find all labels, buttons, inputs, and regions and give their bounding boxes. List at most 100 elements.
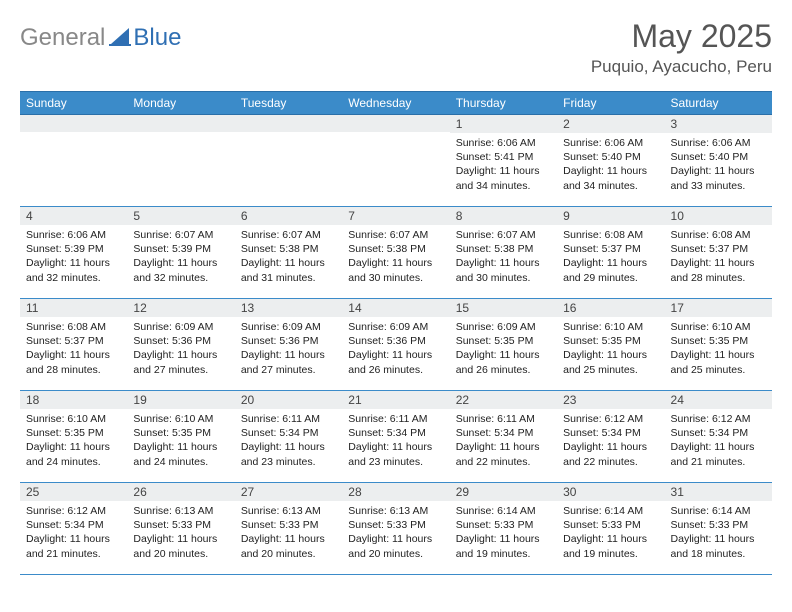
calendar-day-cell: 5Sunrise: 6:07 AMSunset: 5:39 PMDaylight…: [127, 207, 234, 299]
day-number: [342, 115, 449, 132]
day-number: [235, 115, 342, 132]
calendar-day-cell: 22Sunrise: 6:11 AMSunset: 5:34 PMDayligh…: [450, 391, 557, 483]
day-detail-line: Sunset: 5:33 PM: [671, 518, 766, 532]
day-detail-line: Sunset: 5:37 PM: [671, 242, 766, 256]
day-detail-line: Daylight: 11 hours: [241, 440, 336, 454]
day-detail-line: Sunrise: 6:10 AM: [671, 320, 766, 334]
calendar-day-cell: 3Sunrise: 6:06 AMSunset: 5:40 PMDaylight…: [665, 115, 772, 207]
day-detail-line: Daylight: 11 hours: [671, 164, 766, 178]
day-detail-line: Sunrise: 6:08 AM: [26, 320, 121, 334]
day-details: [342, 132, 449, 137]
day-detail-line: Sunset: 5:34 PM: [348, 426, 443, 440]
day-details: Sunrise: 6:12 AMSunset: 5:34 PMDaylight:…: [20, 501, 127, 563]
calendar-day-cell: 4Sunrise: 6:06 AMSunset: 5:39 PMDaylight…: [20, 207, 127, 299]
day-detail-line: Daylight: 11 hours: [456, 256, 551, 270]
day-details: Sunrise: 6:08 AMSunset: 5:37 PMDaylight:…: [665, 225, 772, 287]
day-detail-line: Daylight: 11 hours: [563, 440, 658, 454]
day-number: 10: [665, 207, 772, 225]
day-detail-line: Sunrise: 6:10 AM: [563, 320, 658, 334]
day-detail-line: Sunset: 5:39 PM: [133, 242, 228, 256]
day-number: 13: [235, 299, 342, 317]
day-details: Sunrise: 6:07 AMSunset: 5:39 PMDaylight:…: [127, 225, 234, 287]
day-detail-line: and 31 minutes.: [241, 271, 336, 285]
day-detail-line: and 24 minutes.: [133, 455, 228, 469]
calendar-day-cell: 14Sunrise: 6:09 AMSunset: 5:36 PMDayligh…: [342, 299, 449, 391]
calendar-day-cell: 6Sunrise: 6:07 AMSunset: 5:38 PMDaylight…: [235, 207, 342, 299]
day-details: Sunrise: 6:13 AMSunset: 5:33 PMDaylight:…: [127, 501, 234, 563]
day-detail-line: Sunrise: 6:06 AM: [671, 136, 766, 150]
day-detail-line: Sunset: 5:34 PM: [241, 426, 336, 440]
calendar-day-cell: [20, 115, 127, 207]
day-details: [20, 132, 127, 137]
calendar-week-row: 1Sunrise: 6:06 AMSunset: 5:41 PMDaylight…: [20, 115, 772, 207]
day-detail-line: and 25 minutes.: [671, 363, 766, 377]
day-detail-line: Sunset: 5:33 PM: [133, 518, 228, 532]
day-number: 8: [450, 207, 557, 225]
day-detail-line: Sunrise: 6:13 AM: [348, 504, 443, 518]
day-number: 12: [127, 299, 234, 317]
weekday-header: Thursday: [450, 92, 557, 115]
logo-text-gray: General: [20, 24, 105, 52]
day-details: Sunrise: 6:08 AMSunset: 5:37 PMDaylight:…: [557, 225, 664, 287]
day-detail-line: and 29 minutes.: [563, 271, 658, 285]
day-detail-line: Daylight: 11 hours: [133, 440, 228, 454]
day-number: 16: [557, 299, 664, 317]
day-detail-line: Sunrise: 6:07 AM: [348, 228, 443, 242]
day-number: 19: [127, 391, 234, 409]
day-detail-line: Sunrise: 6:07 AM: [133, 228, 228, 242]
title-block: May 2025 Puquio, Ayacucho, Peru: [591, 18, 772, 77]
day-details: Sunrise: 6:12 AMSunset: 5:34 PMDaylight:…: [557, 409, 664, 471]
day-detail-line: Sunset: 5:36 PM: [133, 334, 228, 348]
day-detail-line: Sunrise: 6:11 AM: [456, 412, 551, 426]
day-number: 6: [235, 207, 342, 225]
day-detail-line: and 26 minutes.: [456, 363, 551, 377]
day-details: [127, 132, 234, 137]
calendar-week-row: 25Sunrise: 6:12 AMSunset: 5:34 PMDayligh…: [20, 483, 772, 575]
day-detail-line: and 27 minutes.: [133, 363, 228, 377]
day-detail-line: Sunrise: 6:13 AM: [133, 504, 228, 518]
day-details: Sunrise: 6:09 AMSunset: 5:36 PMDaylight:…: [342, 317, 449, 379]
calendar-day-cell: 31Sunrise: 6:14 AMSunset: 5:33 PMDayligh…: [665, 483, 772, 575]
day-detail-line: Sunrise: 6:11 AM: [241, 412, 336, 426]
day-detail-line: Sunrise: 6:09 AM: [348, 320, 443, 334]
day-detail-line: and 20 minutes.: [133, 547, 228, 561]
weekday-header: Tuesday: [235, 92, 342, 115]
day-detail-line: Sunset: 5:35 PM: [671, 334, 766, 348]
calendar-day-cell: 13Sunrise: 6:09 AMSunset: 5:36 PMDayligh…: [235, 299, 342, 391]
day-detail-line: and 30 minutes.: [348, 271, 443, 285]
calendar-day-cell: 16Sunrise: 6:10 AMSunset: 5:35 PMDayligh…: [557, 299, 664, 391]
calendar-day-cell: [127, 115, 234, 207]
day-detail-line: Sunrise: 6:06 AM: [563, 136, 658, 150]
logo-text-blue: Blue: [133, 24, 181, 52]
day-details: Sunrise: 6:12 AMSunset: 5:34 PMDaylight:…: [665, 409, 772, 471]
day-detail-line: Sunset: 5:36 PM: [241, 334, 336, 348]
day-details: Sunrise: 6:14 AMSunset: 5:33 PMDaylight:…: [450, 501, 557, 563]
day-detail-line: Sunset: 5:39 PM: [26, 242, 121, 256]
day-number: 31: [665, 483, 772, 501]
day-number: 4: [20, 207, 127, 225]
day-detail-line: and 33 minutes.: [671, 179, 766, 193]
day-detail-line: Sunset: 5:33 PM: [456, 518, 551, 532]
day-number: 17: [665, 299, 772, 317]
location: Puquio, Ayacucho, Peru: [591, 57, 772, 77]
day-detail-line: and 19 minutes.: [563, 547, 658, 561]
day-detail-line: Daylight: 11 hours: [563, 348, 658, 362]
day-detail-line: Sunrise: 6:06 AM: [26, 228, 121, 242]
day-detail-line: Sunrise: 6:11 AM: [348, 412, 443, 426]
day-detail-line: Sunset: 5:33 PM: [241, 518, 336, 532]
day-number: 5: [127, 207, 234, 225]
month-title: May 2025: [591, 18, 772, 55]
day-detail-line: Sunset: 5:34 PM: [26, 518, 121, 532]
day-detail-line: and 20 minutes.: [348, 547, 443, 561]
day-number: [127, 115, 234, 132]
day-number: 29: [450, 483, 557, 501]
day-detail-line: and 24 minutes.: [26, 455, 121, 469]
day-details: Sunrise: 6:11 AMSunset: 5:34 PMDaylight:…: [235, 409, 342, 471]
day-detail-line: and 22 minutes.: [563, 455, 658, 469]
day-detail-line: Daylight: 11 hours: [456, 440, 551, 454]
day-detail-line: Sunset: 5:35 PM: [26, 426, 121, 440]
day-detail-line: Daylight: 11 hours: [671, 256, 766, 270]
day-details: Sunrise: 6:06 AMSunset: 5:39 PMDaylight:…: [20, 225, 127, 287]
day-detail-line: Daylight: 11 hours: [348, 256, 443, 270]
day-detail-line: Sunset: 5:34 PM: [456, 426, 551, 440]
